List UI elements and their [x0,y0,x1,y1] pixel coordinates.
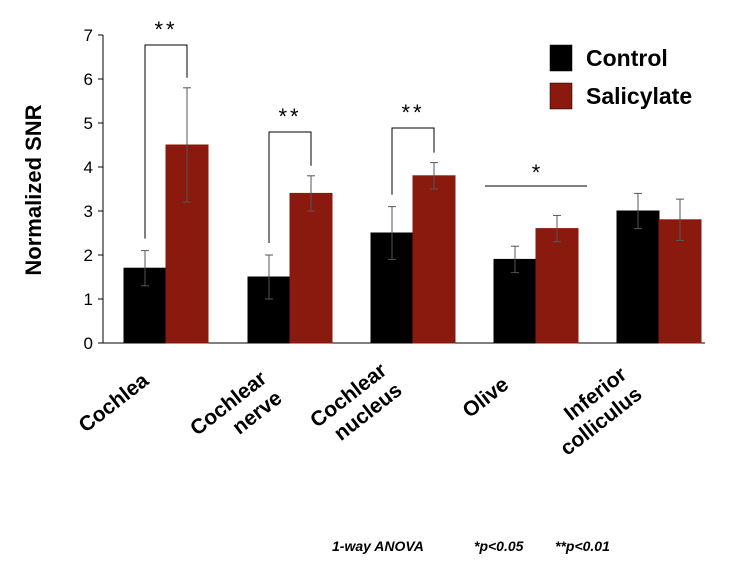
y-tick-label: 3 [84,202,93,221]
category-label-group: Cochlea [75,369,154,438]
y-tick-label: 5 [84,114,93,133]
significance-label: ** [154,17,177,42]
significance-bracket [268,131,312,243]
footnote-test: 1-way ANOVA [332,538,424,554]
significance-bracket [391,127,435,195]
category-label-group: Olive [458,373,513,423]
y-tick-label: 2 [84,246,93,265]
legend-swatch-salicylate [549,82,573,110]
bar-control-4 [616,210,660,344]
footnote-p1: *p<0.05 [474,538,524,554]
significance-label: * [532,160,541,185]
category-label: Cochlea [75,369,154,438]
significance-label: ** [401,100,424,125]
footnote-p2: **p<0.01 [555,538,610,554]
bar-control-3 [493,258,537,344]
bars [123,144,702,344]
bar-salicylate-1 [289,192,333,344]
y-tick-label: 1 [84,290,93,309]
y-tick-label: 0 [84,334,93,353]
y-tick-label: 7 [84,26,93,45]
significance-markers: **** *** [144,17,587,243]
bar-salicylate-2 [412,175,456,344]
legend-label-salicylate: Salicylate [586,83,692,109]
bar-salicylate-3 [535,228,579,344]
significance-label: ** [278,104,301,129]
legend: Control Salicylate [549,44,692,110]
category-label: Olive [458,373,513,423]
y-axis-label: Normalized SNR [21,104,46,275]
y-tick-label: 6 [84,70,93,89]
legend-swatch-control [549,44,573,72]
significance-bracket [144,44,188,239]
y-tick-label: 4 [84,158,93,177]
legend-label-control: Control [586,45,668,71]
error-bars [141,87,684,300]
